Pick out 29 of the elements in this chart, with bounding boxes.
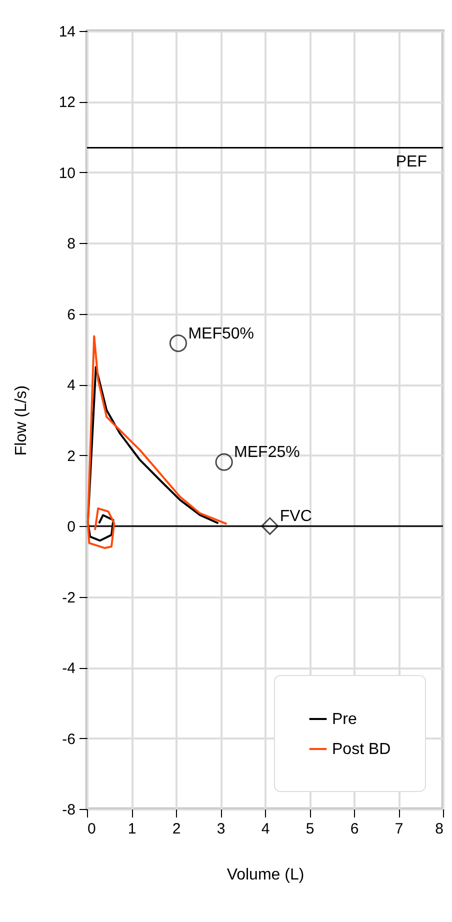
- series-label: FVC: [280, 508, 312, 526]
- series-label: MEF50%: [188, 325, 254, 342]
- series-label: MEF25%: [234, 444, 300, 462]
- y-tick-label: 14: [58, 24, 76, 40]
- x-tick-label: 0: [88, 820, 96, 838]
- y-axis-title: Flow (L/s): [12, 385, 30, 456]
- x-tick-label: 7: [394, 820, 404, 838]
- x-tick-label: 2: [172, 820, 181, 838]
- y-tick-label: 0: [67, 518, 76, 536]
- y-tick-label: -2: [62, 589, 76, 606]
- x-tick-label: 3: [216, 820, 226, 838]
- x-tick-label: 5: [306, 820, 314, 838]
- y-tick-label: 4: [67, 377, 76, 394]
- y-tick-label: -8: [62, 802, 76, 818]
- y-tick-label: 8: [67, 236, 76, 253]
- y-tick-label: 2: [67, 448, 76, 465]
- x-tick-label: 4: [261, 820, 270, 838]
- y-tick-label: 12: [58, 94, 76, 112]
- y-tick-label: -4: [62, 660, 76, 678]
- x-tick-label: 6: [350, 820, 359, 838]
- x-tick-label: 1: [128, 820, 136, 838]
- ref-line-label: PEF: [396, 154, 428, 171]
- y-tick-label: 10: [58, 164, 76, 182]
- y-tick-label: -6: [62, 730, 76, 748]
- y-tick-label: 6: [67, 306, 76, 324]
- legend-label: Pre: [332, 711, 357, 728]
- legend-label: Post BD: [332, 741, 391, 758]
- x-axis-title: Volume (L): [226, 866, 304, 884]
- x-tick-label: 8: [435, 820, 444, 838]
